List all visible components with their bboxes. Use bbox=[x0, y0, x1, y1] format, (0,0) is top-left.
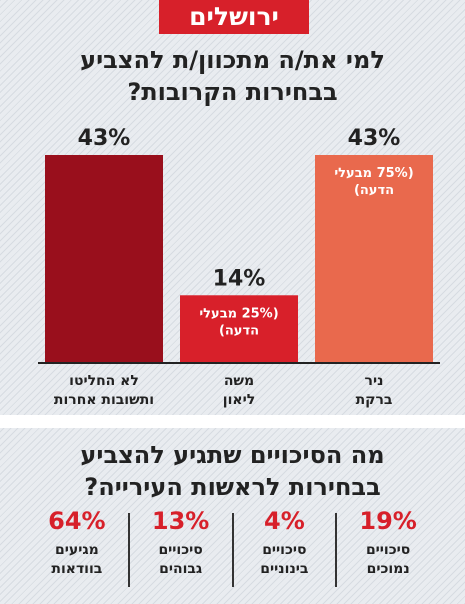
turnout-label: סיכויים בינוניים bbox=[260, 542, 309, 577]
bar bbox=[45, 155, 163, 363]
turnout-label: סיכויים גבוהים bbox=[158, 542, 203, 577]
bar bbox=[315, 155, 433, 363]
bar-note: (25% מבעלי הדעה) bbox=[199, 306, 278, 338]
turnout-pct: 19% bbox=[359, 507, 417, 535]
turnout-label: מגיעים בוודאות bbox=[51, 542, 103, 577]
turnout-stat-certain: 64% מגיעים בוודאות bbox=[25, 505, 130, 595]
vote-intention-chart: 43% לא החליטו ותשובות אחרות 14% (25% מבעלי הד… bbox=[38, 126, 440, 408]
turnout-pct: 4% bbox=[264, 507, 305, 535]
bar-value-label: 43% bbox=[348, 126, 401, 151]
turnout-stats: 19% סיכויים נמוכים 4% סיכויים בינוניים 1… bbox=[25, 505, 440, 595]
city-badge: ירושלים bbox=[159, 0, 309, 34]
question2-title: מה הסיכויים שתגיע להצביע בבחירות לראשות … bbox=[20, 439, 445, 503]
turnout-stat-low: 19% סיכויים נמוכים bbox=[336, 505, 440, 595]
turnout-stat-high: 13% סיכויים גבוהים bbox=[129, 505, 234, 595]
section-divider bbox=[0, 415, 465, 428]
question1-line1: למי את/ה מתכוון/ת להצביע bbox=[80, 46, 385, 74]
turnout-pct: 64% bbox=[48, 507, 106, 535]
turnout-stat-medium: 4% סיכויים בינוניים bbox=[233, 505, 337, 595]
category-label: ניר ברקת bbox=[356, 373, 393, 408]
turnout-label: סיכויים נמוכים bbox=[365, 542, 411, 577]
question2-line1: מה הסיכויים שתגיע להצביע bbox=[80, 441, 385, 469]
category-label: משה ליאון bbox=[223, 373, 255, 408]
bar bbox=[180, 295, 298, 363]
turnout-pct: 13% bbox=[151, 507, 210, 535]
question1-line2: בבחירות הקרובות? bbox=[127, 78, 338, 106]
question2-line2: בבחירות לראשות העירייה? bbox=[84, 473, 381, 501]
bar-value-label: 14% bbox=[213, 266, 266, 291]
question1-title: למי את/ה מתכוון/ת להצביע בבחירות הקרובות… bbox=[20, 44, 445, 108]
bar-note: (75% מבעלי הדעה) bbox=[334, 166, 413, 198]
category-label: לא החליטו ותשובות אחרות bbox=[54, 373, 154, 408]
bar-value-label: 43% bbox=[78, 126, 131, 151]
